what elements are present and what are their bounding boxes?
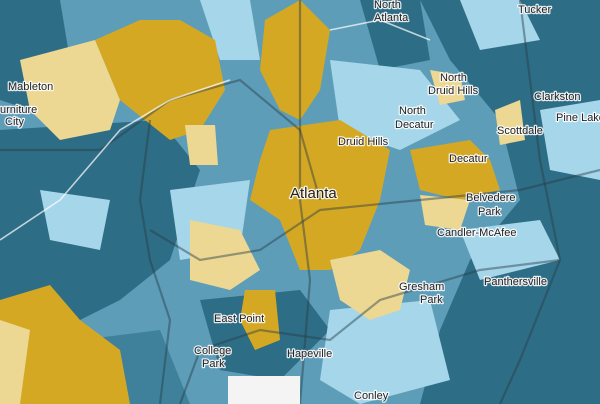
place-label: Clarkston — [534, 91, 580, 103]
place-label: Belvedere — [466, 192, 516, 204]
place-label: Druid Hills — [428, 85, 479, 97]
place-label: City — [5, 116, 24, 128]
place-label: College — [194, 345, 231, 357]
place-label: North — [374, 0, 401, 11]
place-label: North — [440, 72, 467, 84]
place-label: Atlanta — [290, 185, 337, 202]
place-label: Mableton — [8, 81, 53, 93]
place-label: Hapeville — [287, 348, 332, 360]
place-label: Tucker — [518, 4, 552, 16]
place-label: North — [399, 105, 426, 117]
place-label: Atlanta — [374, 12, 409, 24]
place-label: Panthersville — [484, 276, 547, 288]
place-label: Conley — [354, 390, 389, 402]
place-label: East Point — [214, 313, 264, 325]
place-label: Gresham — [399, 281, 444, 293]
place-label: urniture — [0, 104, 37, 116]
place-label: Druid Hills — [338, 136, 389, 148]
place-label: Park — [202, 358, 225, 370]
place-label: Scottdale — [497, 125, 543, 137]
place-label: Park — [478, 206, 501, 218]
place-label: Decatur — [449, 153, 488, 165]
airport — [228, 376, 300, 404]
place-label: Park — [420, 294, 443, 306]
place-label: Candler-McAfee — [437, 227, 516, 239]
place-label: Decatur — [395, 119, 434, 131]
place-label: Pine Lake — [556, 112, 600, 124]
